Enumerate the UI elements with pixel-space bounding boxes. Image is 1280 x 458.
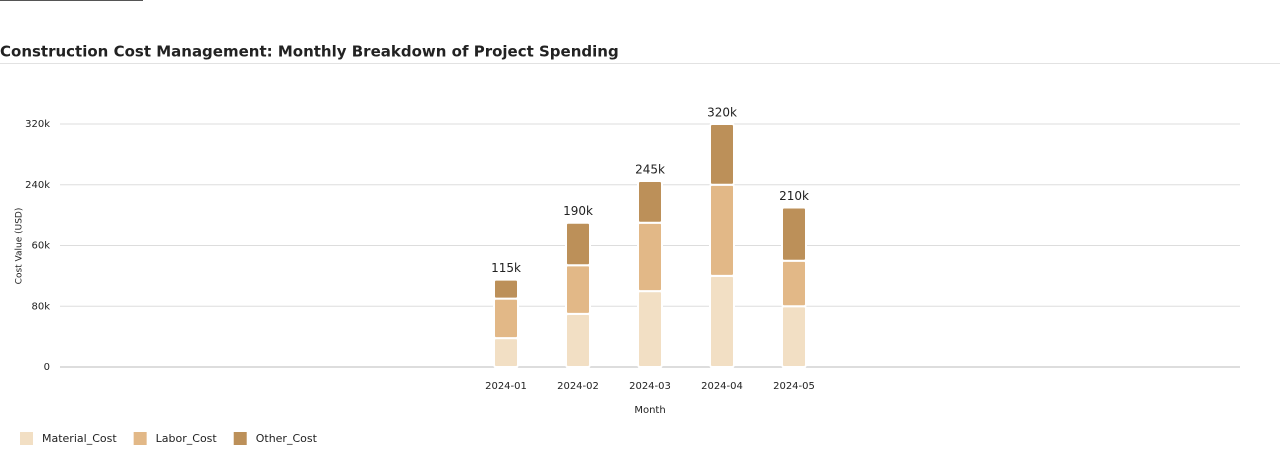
chart-title: Construction Cost Management: Monthly Br… <box>0 43 619 61</box>
bar-segment <box>565 264 591 315</box>
y-tick-label: 240k <box>25 180 50 191</box>
bar-segment <box>565 312 591 368</box>
y-axis-label: Cost Value (USD) <box>15 208 25 285</box>
total-label: 115k <box>491 261 521 275</box>
bar-segment <box>781 206 807 262</box>
y-tick-label: 320k <box>25 119 50 130</box>
x-tick-label: 2024-02 <box>557 381 599 392</box>
bar-segment <box>493 337 519 368</box>
legend-swatch <box>133 432 147 445</box>
bar-segment <box>493 297 519 340</box>
bar-segment <box>709 123 735 186</box>
bar-segment <box>637 179 663 224</box>
bar-segment <box>637 221 663 293</box>
bar-segment <box>493 278 519 300</box>
total-label: 210k <box>779 189 809 203</box>
bar-segment <box>709 274 735 368</box>
bar-segment <box>781 259 807 308</box>
y-tick-label: 60k <box>31 241 50 252</box>
legend-label: Labor_Cost <box>156 432 218 445</box>
total-label: 190k <box>563 204 593 218</box>
legend-swatch <box>233 432 247 445</box>
x-axis-label: Month <box>634 405 665 416</box>
x-tick-label: 2024-04 <box>701 381 743 392</box>
legend-swatch <box>20 432 33 445</box>
total-label: 320k <box>707 106 737 120</box>
y-tick-label: 80k <box>31 301 50 312</box>
x-tick-label: 2024-05 <box>773 381 815 392</box>
x-tick-label: 2024-03 <box>629 381 671 392</box>
x-tick-label: 2024-01 <box>485 381 527 392</box>
bar-segment <box>565 221 591 267</box>
bar-segment <box>781 305 807 368</box>
legend-label: Other_Cost <box>256 432 318 445</box>
y-tick-label: 0 <box>44 362 50 373</box>
legend-label: Material_Cost <box>42 432 117 445</box>
bar-segment <box>637 290 663 368</box>
total-label: 245k <box>635 162 665 176</box>
bar-segment <box>709 183 735 277</box>
